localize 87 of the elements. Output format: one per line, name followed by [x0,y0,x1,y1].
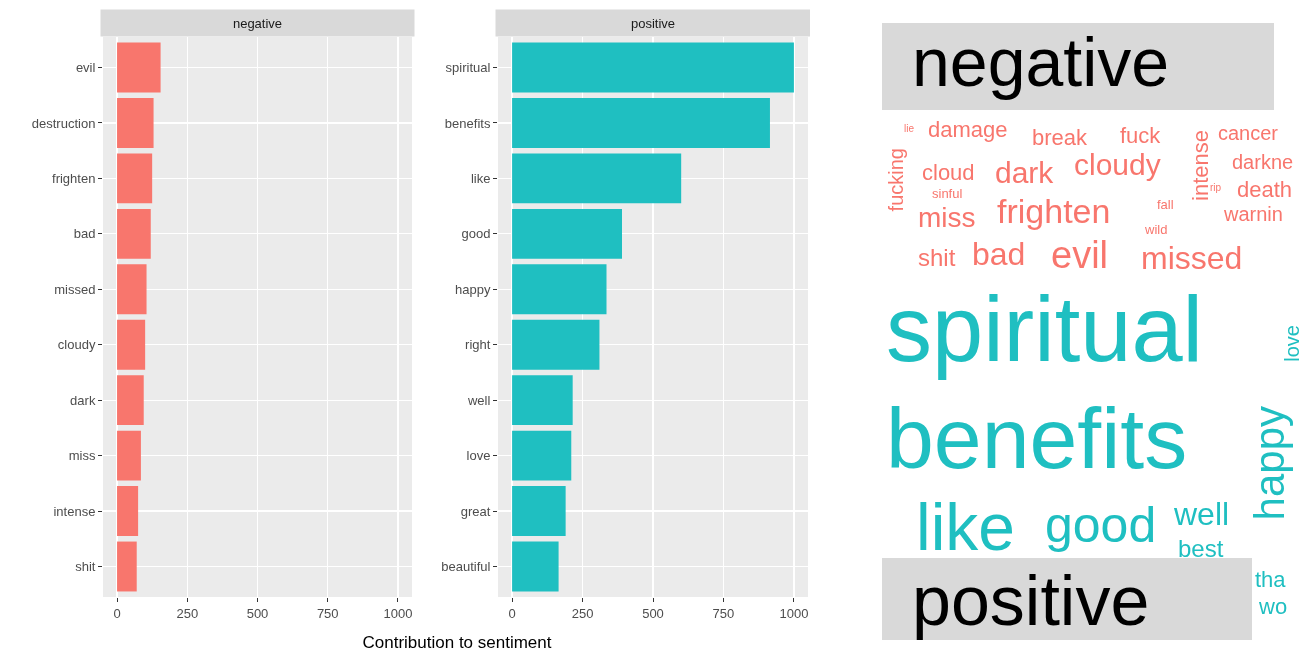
y-tick-label: good [461,226,491,242]
text: positive [912,562,1150,640]
y-tick-label: benefits [444,115,491,131]
x-tick-label: 1000 [383,605,413,621]
x-tick-label: 750 [712,605,735,621]
chart-title: positive [630,15,676,31]
y-tick-label: happy [454,281,491,297]
y-tick-label: well [466,392,491,408]
y-tick-label: cloudy [57,337,96,353]
text: miss [918,202,976,233]
bar [512,319,600,370]
chart-title: negative [232,15,283,31]
text: like [916,490,1016,564]
y-tick-label: like [470,170,491,186]
text: cancer [1218,122,1279,144]
y-tick-label: missed [54,281,96,297]
bar [512,42,794,93]
y-tick-label: love [466,448,491,464]
bar [512,430,572,481]
text: wild [1145,222,1168,237]
x-tick-label: 750 [316,605,339,621]
x-tick-label: 0 [508,605,516,621]
x-tick-label: 500 [642,605,664,621]
y-tick-label: shit [75,559,96,575]
bar [117,430,141,481]
x-tick-label: 250 [176,605,199,621]
text: benefits [886,390,1188,486]
x-tick-label: 0 [113,605,121,621]
text: break [1032,125,1088,150]
bar [117,319,146,370]
bar [117,486,139,537]
bar [117,153,153,204]
text: warnin [1224,203,1283,225]
text: good [1045,497,1157,553]
text: cloudy [1074,148,1161,181]
y-tick-label: dark [70,392,96,408]
bar [117,264,147,315]
y-tick-label: beautiful [441,559,491,575]
text: evil [1051,234,1109,276]
y-tick-label: great [460,503,491,519]
text: death [1237,177,1293,202]
bar [512,208,622,259]
text: tha [1255,567,1286,592]
bar [117,42,161,93]
y-tick-label: destruction [31,115,96,131]
text: frighten [997,192,1111,230]
bar [117,97,154,148]
bar [512,153,682,204]
bar [512,486,566,537]
bar [512,97,770,148]
y-tick-label: bad [73,226,96,242]
text: fuck [1120,123,1161,148]
text: dark [995,156,1054,189]
text: damage [928,117,1008,142]
text: best [1178,535,1224,562]
bar [117,375,144,426]
text: wo [1259,594,1288,619]
text: fall [1157,197,1174,212]
x-tick-label: 250 [571,605,594,621]
text: missed [1141,240,1243,276]
y-tick-label: intense [53,503,96,519]
text: happy [1246,406,1293,521]
x-tick-label: 1000 [779,605,809,621]
text: bad [972,236,1026,272]
x-tick-label: 500 [246,605,269,621]
text: cloud [922,160,975,185]
x-axis-title: Contribution to sentiment [362,633,552,652]
text: spiritual [886,278,1204,380]
y-tick-label: frighten [52,170,96,186]
bar [512,375,573,426]
text: fucking [885,148,907,212]
text: sinful [932,186,963,201]
bar [117,541,137,592]
text: darkne [1232,151,1294,173]
bar [117,208,151,259]
y-tick-label: evil [75,60,96,76]
text: love [1281,325,1303,362]
text: lie [904,123,915,134]
text: negative [912,24,1170,100]
text: shit [918,244,956,271]
text: rip [1210,182,1222,193]
bar [512,264,607,315]
y-tick-label: spiritual [445,60,491,76]
y-tick-label: miss [68,448,96,464]
y-tick-label: right [465,337,491,353]
text: well [1174,496,1230,532]
bar [512,541,559,592]
